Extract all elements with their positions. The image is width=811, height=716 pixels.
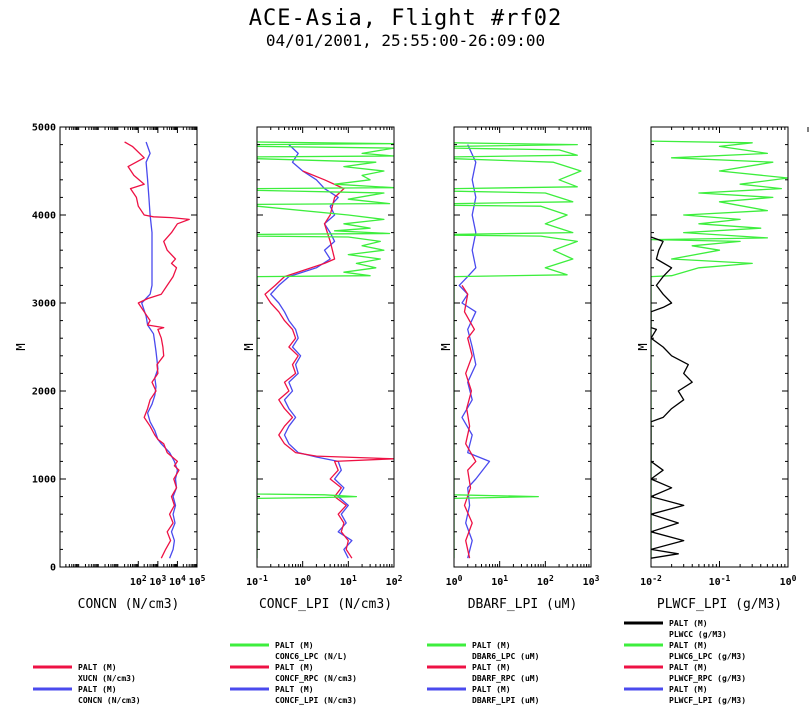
panel-concn: 102 103 104 105 0 1000 2000 3000 4000 5000 M CONCN …	[14, 123, 206, 706]
x-tick-label: 105	[189, 574, 206, 588]
series-group	[124, 141, 190, 559]
y-tick-label: 1000	[32, 475, 56, 486]
legend-label: PALT (M)	[472, 641, 511, 650]
legend-label: CONCN (N/cm3)	[78, 696, 141, 705]
plot-frame	[256, 126, 395, 568]
x-tick-label: 102	[386, 574, 403, 588]
x-tick-label: 10-1	[246, 574, 268, 588]
legend-label: CONCF_LPI (N/cm3)	[275, 696, 357, 705]
x-axis-label: CONCF_LPI (N/cm3)	[259, 597, 392, 612]
legend-label: XUCN (N/cm3)	[78, 674, 136, 683]
legend-label: PALT (M)	[78, 663, 117, 672]
series-line-dbarf-lpi	[458, 144, 491, 559]
x-tick-label: 103	[583, 574, 600, 588]
x-tick-label: 102	[130, 574, 147, 588]
y-tick-label: 0	[50, 563, 56, 574]
series-line-plwcc	[651, 236, 693, 559]
series-line-conc6-lpc	[257, 141, 394, 559]
panel-concf-lpi: 10-1 100 101 102 M CONCF_LPI (N/cm3) PALT (M) C…	[230, 126, 403, 705]
y-axis-label: M	[242, 343, 256, 350]
legend-label: PLWCC (g/M3)	[669, 630, 727, 639]
y-tick-label: 5000	[32, 123, 56, 134]
legend-label: DBARF_RPC (uM)	[472, 674, 539, 683]
panel-plwcf-lpi: 10-2 10-1 100 M PLWCF_LPI (g/M3) PALT (M) PLWC…	[624, 126, 797, 705]
legend-label: PALT (M)	[275, 663, 314, 672]
plot-frame	[59, 126, 198, 568]
legend-label: PALT (M)	[669, 685, 708, 694]
series-line-concf-lpi	[270, 144, 353, 559]
x-axis-label: PLWCF_LPI (g/M3)	[657, 597, 782, 612]
legend-label: PALT (M)	[669, 663, 708, 672]
legend-label: DBARF_LPI (uM)	[472, 696, 539, 705]
y-axis-label: M	[14, 343, 28, 350]
x-tick-label: 100	[294, 574, 311, 588]
x-tick-label: 10-2	[640, 574, 662, 588]
chart-title: ACE-Asia, Flight #rf02	[248, 6, 563, 31]
legend-label: PALT (M)	[669, 619, 708, 628]
x-tick-label: 100	[780, 574, 797, 588]
panel-dbarf-lpi: 100 101 102 103 M DBARF_LPI (uM) PALT (M) DBAR6…	[427, 126, 600, 705]
y-tick-label: 4000	[32, 211, 56, 222]
legend-label: CONC6_LPC (N/L)	[275, 652, 347, 661]
x-axis-label: CONCN (N/cm3)	[78, 597, 180, 612]
legend-label: PALT (M)	[78, 685, 117, 694]
legend-label: PLWCF_LPI (g/M3)	[669, 696, 746, 705]
x-axis-label: DBARF_LPI (uM)	[468, 597, 578, 612]
x-tick-label: 101	[491, 574, 508, 588]
series-group	[651, 140, 788, 559]
x-tick-label: 103	[149, 574, 166, 588]
y-axis-label: M	[439, 343, 453, 350]
y-axis-label: M	[636, 343, 650, 350]
series-line-xucn	[124, 141, 190, 559]
series-line-concf-rpc	[264, 170, 394, 559]
legend-label: CONCF_RPC (N/cm3)	[275, 674, 357, 683]
x-tick-label: 100	[446, 574, 463, 588]
x-tick-label: 101	[340, 574, 357, 588]
plot-frame	[453, 126, 592, 568]
y-tick-label: 2000	[32, 387, 56, 398]
series-line-plwc6-lpc	[651, 140, 788, 559]
y-tick-label: 3000	[32, 299, 56, 310]
legend-label: PALT (M)	[472, 663, 511, 672]
chart-subtitle: 04/01/2001, 25:55:00-26:09:00	[265, 31, 546, 50]
series-group	[454, 142, 582, 559]
series-line-dbar6-lpc	[454, 142, 582, 559]
legend-label: PALT (M)	[275, 685, 314, 694]
legend-label: PLWC6_LPC (g/M3)	[669, 652, 746, 661]
x-tick-label: 104	[169, 574, 186, 588]
legend-label: PALT (M)	[275, 641, 314, 650]
x-tick-label: 10-1	[709, 574, 731, 588]
plot-frame	[650, 126, 789, 568]
x-tick-label: 102	[537, 574, 554, 588]
series-line-concn	[141, 141, 179, 559]
series-line-dbarf-rpc	[461, 285, 477, 559]
legend-label: PALT (M)	[669, 641, 708, 650]
series-group	[257, 141, 394, 559]
legend-label: PALT (M)	[472, 685, 511, 694]
legend-label: DBAR6_LPC (uM)	[472, 652, 539, 661]
legend-label: PLWCF_RPC (g/M3)	[669, 674, 746, 683]
